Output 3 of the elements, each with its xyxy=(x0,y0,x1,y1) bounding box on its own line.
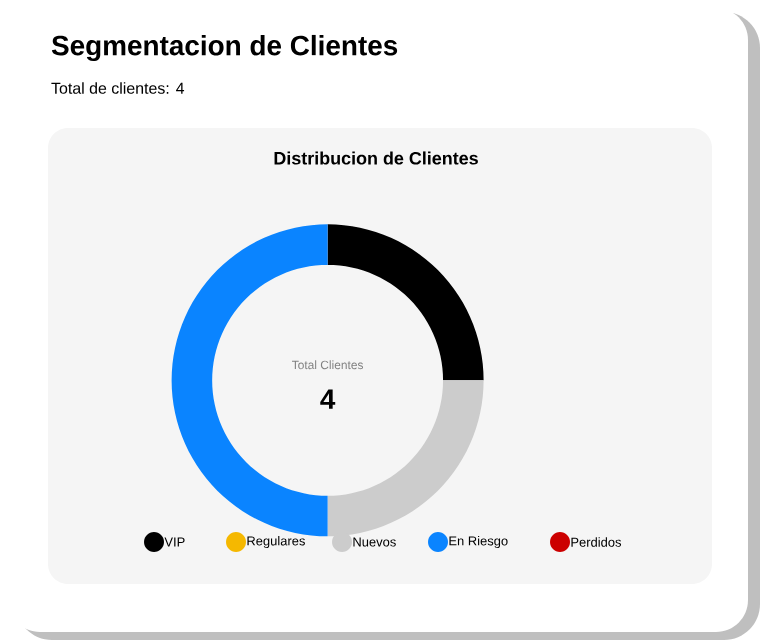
text: 4 xyxy=(320,389,336,409)
chart-title: Distribucion de Clientes xyxy=(274,151,478,165)
chart-subtitle: Segmentacion de Clientes xyxy=(51,34,398,62)
